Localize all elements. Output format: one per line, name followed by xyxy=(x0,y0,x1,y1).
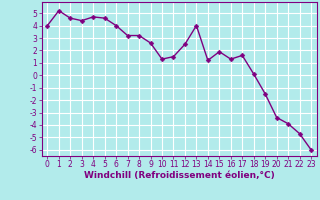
X-axis label: Windchill (Refroidissement éolien,°C): Windchill (Refroidissement éolien,°C) xyxy=(84,171,275,180)
